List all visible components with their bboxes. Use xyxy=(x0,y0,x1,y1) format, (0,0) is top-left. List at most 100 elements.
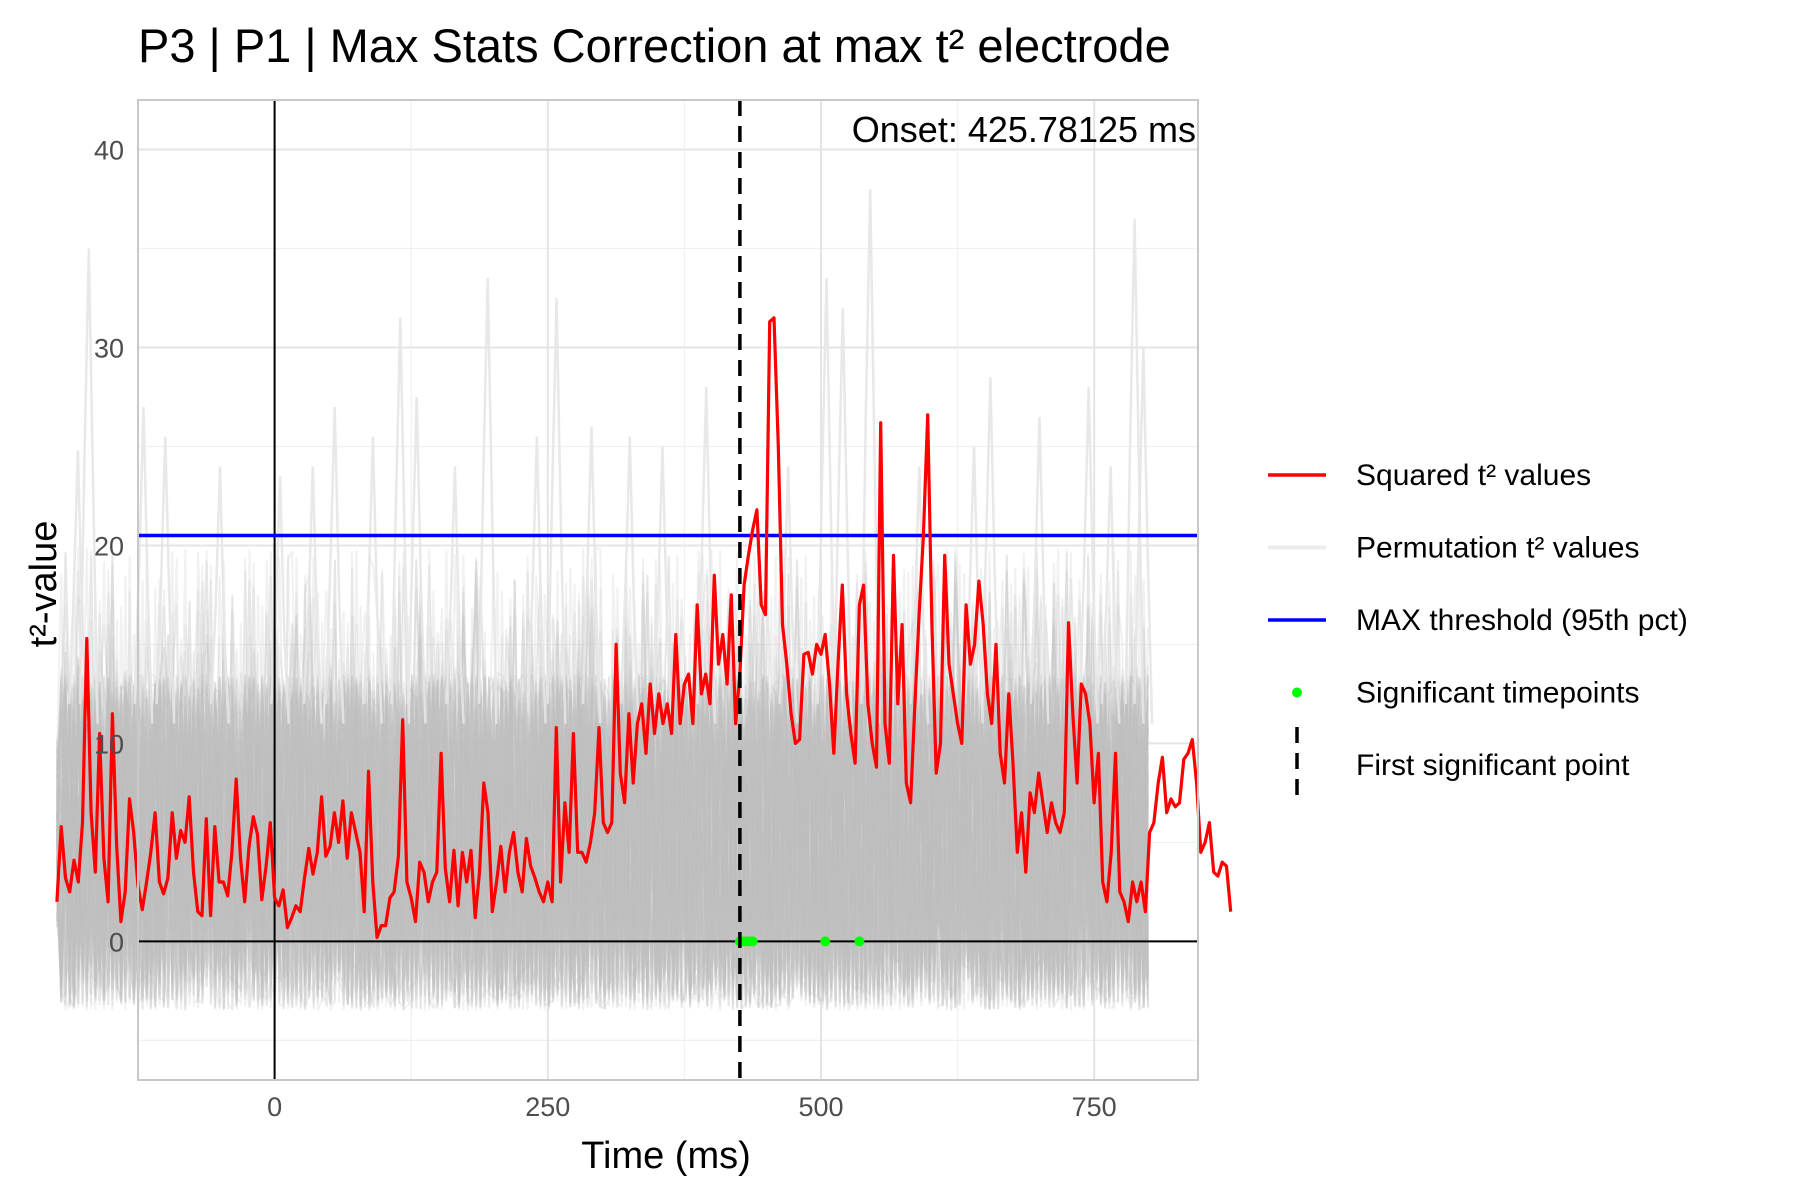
permutation-line xyxy=(56,602,1149,1011)
legend-item-threshold: MAX threshold (95th pct) xyxy=(1268,604,1688,637)
permutation-line xyxy=(55,590,1149,1011)
permutation-line xyxy=(55,550,1149,1011)
permutation-line xyxy=(55,552,1149,1010)
permutation-spike xyxy=(477,278,498,724)
permutation-line xyxy=(55,552,1149,1011)
x-tick-label: 750 xyxy=(1072,1092,1117,1122)
onset-layer: Onset: 425.78125 ms xyxy=(738,100,1196,1080)
permutation-spike xyxy=(1100,466,1121,724)
legend-label-observed: Squared t² values xyxy=(1356,459,1591,492)
permutation-line xyxy=(55,571,1149,1010)
legend-item-sig: Significant timepoints xyxy=(1292,677,1639,710)
x-tick-label: 0 xyxy=(267,1092,282,1122)
permutation-line xyxy=(55,571,1149,1009)
permutation-spike xyxy=(546,297,567,724)
permutation-spike xyxy=(526,436,547,724)
permutation-line xyxy=(55,546,1149,1010)
legend-label-threshold: MAX threshold (95th pct) xyxy=(1356,604,1688,637)
permutation-line xyxy=(55,589,1149,1008)
permutation-line xyxy=(55,555,1149,1013)
x-tick-label: 500 xyxy=(798,1092,843,1122)
y-tick-label: 30 xyxy=(94,333,124,363)
permutation-spike xyxy=(1133,347,1154,724)
permutation-line xyxy=(55,548,1149,1011)
permutation-line xyxy=(56,579,1149,1010)
significant-point xyxy=(820,936,831,947)
permutation-line xyxy=(55,582,1149,1010)
permutation-spike xyxy=(816,278,837,724)
permutation-spike xyxy=(909,466,930,724)
permutation-line xyxy=(56,549,1149,1008)
panel-border xyxy=(137,99,1199,1081)
permutation-line xyxy=(55,558,1149,1011)
permutation-line xyxy=(55,579,1149,1010)
plot-panel: Onset: 425.78125 ms xyxy=(55,99,1233,1081)
permutation-spike xyxy=(1029,416,1050,724)
permutation-line xyxy=(55,618,1149,1010)
permutation-spike xyxy=(155,436,176,724)
permutation-spike xyxy=(444,466,465,724)
permutation-line xyxy=(55,551,1149,1011)
permutation-line xyxy=(55,548,1149,1011)
permutation-spike xyxy=(209,466,230,724)
permutation-line xyxy=(55,583,1149,1010)
x-axis-ticks: 0 250 500 750 xyxy=(267,1092,1117,1122)
y-axis-title: t²-value xyxy=(23,521,65,648)
permutation-lines xyxy=(55,189,1154,1013)
permutation-spike xyxy=(390,317,411,724)
permutation-line xyxy=(55,548,1149,1011)
legend-key-sig xyxy=(1292,687,1302,698)
legend-item-perm: Permutation t² values xyxy=(1268,532,1639,565)
permutation-spike xyxy=(1078,387,1099,724)
permutation-line xyxy=(55,546,1149,1010)
permutation-line xyxy=(55,604,1149,1009)
permutation-spike xyxy=(860,189,881,724)
permutation-line xyxy=(55,570,1149,1012)
permutation-spike xyxy=(832,307,853,724)
permutation-line xyxy=(55,551,1149,1010)
permutation-line xyxy=(55,580,1149,1010)
x-tick-label: 250 xyxy=(525,1092,570,1122)
permutation-line xyxy=(55,564,1149,1009)
permutation-spike xyxy=(362,436,383,724)
permutation-line xyxy=(55,565,1149,1011)
permutation-line xyxy=(55,582,1149,1011)
permutation-line xyxy=(55,561,1149,1011)
permutation-spike xyxy=(778,466,799,724)
permutation-line xyxy=(55,547,1149,1011)
significant-point xyxy=(854,936,865,947)
permutation-line xyxy=(55,586,1149,1007)
permutation-spike xyxy=(324,406,345,724)
y-tick-label: 20 xyxy=(94,531,124,561)
legend-item-observed: Squared t² values xyxy=(1268,459,1591,492)
permutation-line xyxy=(55,550,1149,1010)
permutation-line xyxy=(55,591,1149,1005)
x-axis-title: Time (ms) xyxy=(581,1135,751,1177)
legend-label-first: First significant point xyxy=(1356,749,1630,782)
permutation-spike xyxy=(302,466,323,724)
y-tick-label: 0 xyxy=(109,927,124,957)
zero-lines xyxy=(138,100,1198,1080)
permutation-line xyxy=(55,552,1149,1010)
permutation-line xyxy=(55,550,1149,1007)
y-tick-label: 10 xyxy=(94,729,124,759)
y-axis-ticks: 0 10 20 30 40 xyxy=(94,135,124,957)
permutation-line xyxy=(55,553,1149,1010)
y-tick-label: 40 xyxy=(94,135,124,165)
permutation-line xyxy=(56,549,1149,1010)
observed-layer xyxy=(55,316,1233,940)
permutation-line xyxy=(55,575,1149,1011)
permutation-line xyxy=(55,547,1149,1009)
legend-label-perm: Permutation t² values xyxy=(1356,532,1639,565)
permutation-spike xyxy=(78,248,99,724)
permutation-spike xyxy=(406,396,427,724)
permutation-line xyxy=(55,556,1149,1009)
legend: Squared t² values Permutation t² values MA… xyxy=(1268,459,1688,803)
observed-line xyxy=(55,316,1233,940)
permutation-line xyxy=(55,578,1149,1010)
permutation-line xyxy=(55,601,1149,1011)
permutation-spike xyxy=(652,446,673,724)
permutation-spike xyxy=(1124,218,1145,724)
